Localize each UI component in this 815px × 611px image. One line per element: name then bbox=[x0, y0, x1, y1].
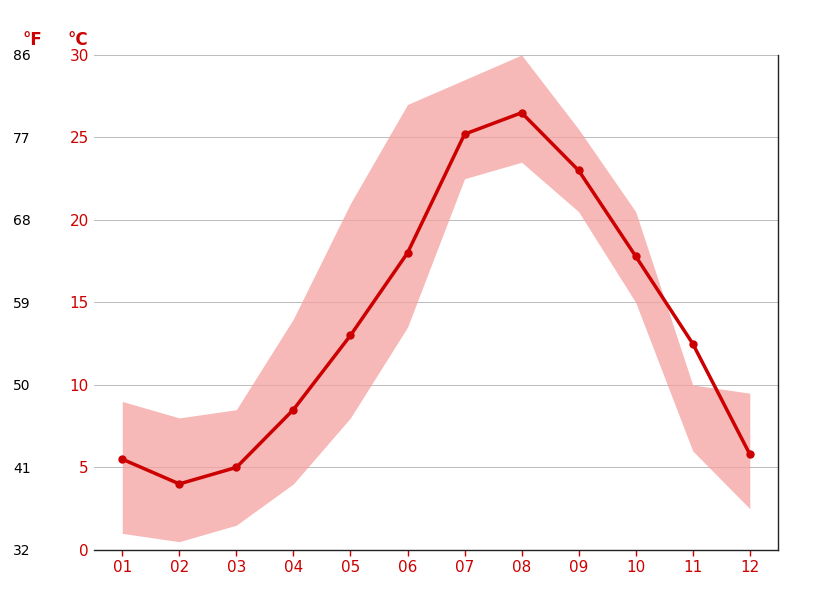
Text: °F: °F bbox=[23, 31, 42, 49]
Text: °C: °C bbox=[67, 31, 88, 49]
